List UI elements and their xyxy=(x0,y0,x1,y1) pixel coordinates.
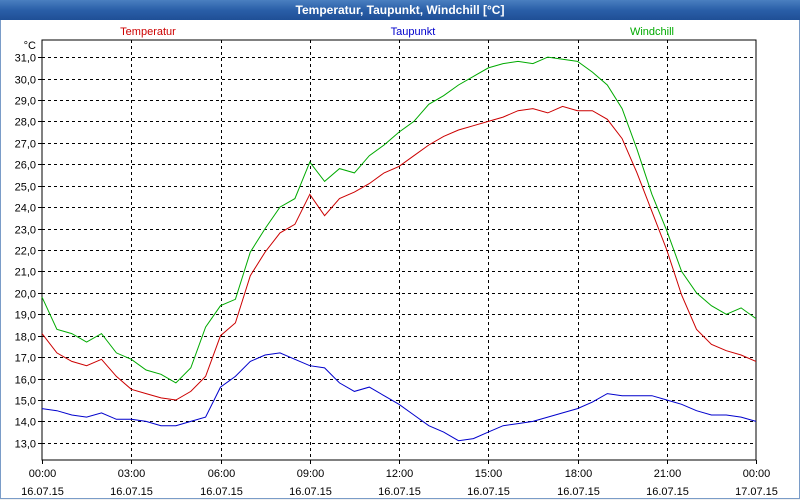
y-tick-label: 26,0 xyxy=(15,160,36,172)
x-tick-time: 00:00 xyxy=(743,468,771,480)
x-tick-date: 17.07.15 xyxy=(735,486,778,498)
x-tick-time: 21:00 xyxy=(654,468,682,480)
y-tick-label: 16,0 xyxy=(15,375,36,387)
x-tick-time: 09:00 xyxy=(297,468,325,480)
x-tick-date: 16.07.15 xyxy=(378,486,421,498)
legend: Temperatur Taupunkt Windchill xyxy=(120,26,674,38)
y-tick-label: 30,0 xyxy=(15,75,36,87)
x-tick-date: 16.07.15 xyxy=(200,486,243,498)
x-tick-date: 16.07.15 xyxy=(557,486,600,498)
y-tick-labels: 13,0 14,0 15,0 16,0 17,0 18,0 19,0 20,0 21,0 22,0… xyxy=(15,40,36,451)
x-tick-date: 16.07.15 xyxy=(289,486,332,498)
x-tick-time: 18:00 xyxy=(565,468,593,480)
y-tick-label: 22,0 xyxy=(15,246,36,258)
series-lines xyxy=(41,56,757,442)
y-tick-label: 14,0 xyxy=(15,417,36,429)
y-tick-label: 27,0 xyxy=(15,139,36,151)
y-tick-label: 31,0 xyxy=(15,53,36,65)
grid xyxy=(42,40,756,460)
x-tick-labels: 00:00 16.07.15 03:00 16.07.15 06:00 16.07.15 0… xyxy=(21,468,778,498)
y-tick-label: 13,0 xyxy=(15,439,36,451)
series-line-temperatur xyxy=(41,105,757,401)
y-axis-unit: °C xyxy=(24,40,36,52)
x-tick-date: 16.07.15 xyxy=(21,486,64,498)
y-tick-label: 29,0 xyxy=(15,96,36,108)
series-line-taupunkt xyxy=(41,352,757,442)
x-tick-date: 16.07.15 xyxy=(467,486,510,498)
y-tick-label: 19,0 xyxy=(15,310,36,322)
y-tick-label: 25,0 xyxy=(15,182,36,194)
x-tick-date: 16.07.15 xyxy=(110,486,153,498)
y-tick-label: 24,0 xyxy=(15,203,36,215)
x-tick-time: 12:00 xyxy=(386,468,414,480)
y-tick-label: 20,0 xyxy=(15,289,36,301)
x-tick-time: 03:00 xyxy=(118,468,146,480)
legend-temperatur: Temperatur xyxy=(120,26,176,38)
y-tick-label: 17,0 xyxy=(15,353,36,365)
series-line-windchill xyxy=(41,56,757,384)
x-tick-time: 15:00 xyxy=(475,468,503,480)
window-title: Temperatur, Taupunkt, Windchill [°C] xyxy=(0,0,800,20)
y-tick-label: 18,0 xyxy=(15,332,36,344)
y-tick-label: 28,0 xyxy=(15,117,36,129)
x-tick-time: 06:00 xyxy=(208,468,236,480)
y-tick-label: 15,0 xyxy=(15,396,36,408)
y-tick-label: 23,0 xyxy=(15,225,36,237)
axes xyxy=(38,39,757,464)
legend-taupunkt: Taupunkt xyxy=(391,26,436,38)
x-tick-date: 16.07.15 xyxy=(646,486,689,498)
legend-windchill: Windchill xyxy=(630,26,674,38)
x-tick-time: 00:00 xyxy=(29,468,57,480)
y-tick-label: 21,0 xyxy=(15,267,36,279)
